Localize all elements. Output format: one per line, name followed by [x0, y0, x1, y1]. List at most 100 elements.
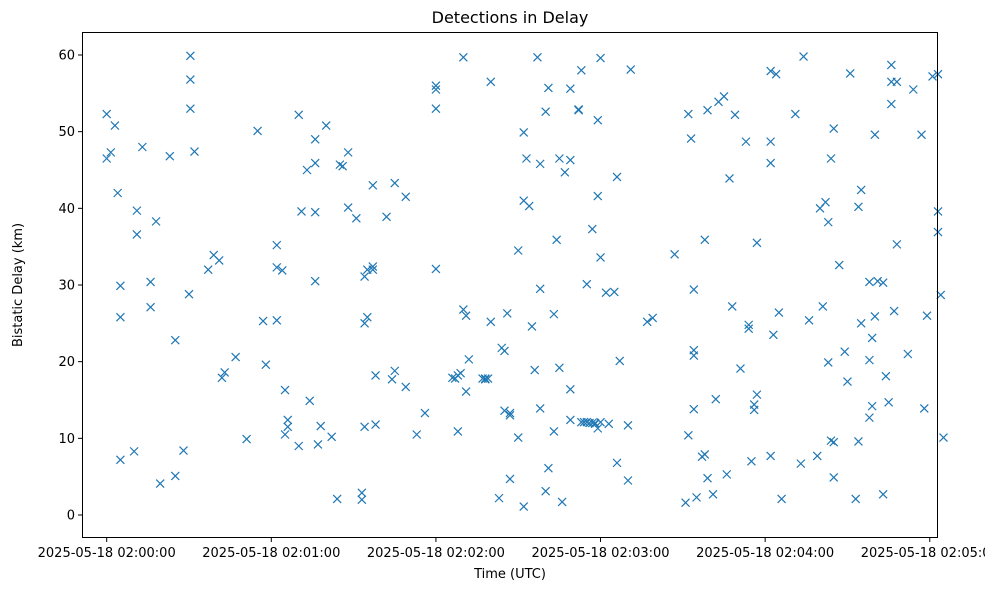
- data-point: [922, 311, 932, 321]
- data-point: [283, 415, 293, 425]
- data-point: [596, 53, 605, 63]
- data-point: [703, 105, 712, 115]
- data-point: [928, 72, 937, 81]
- data-point: [524, 201, 534, 211]
- data-point: [845, 68, 855, 78]
- data-point: [253, 126, 263, 136]
- data-point: [170, 335, 180, 345]
- x-tick-label: 2025-05-18 02:05:00: [861, 546, 985, 561]
- data-point: [596, 252, 605, 262]
- data-point: [486, 317, 496, 327]
- plot-frame: [82, 32, 938, 538]
- data-point: [727, 302, 737, 311]
- data-point: [689, 351, 699, 360]
- data-point: [505, 410, 515, 420]
- data-point: [864, 277, 874, 287]
- data-point: [711, 394, 721, 404]
- data-point: [179, 446, 188, 456]
- data-point: [736, 364, 745, 373]
- data-point: [533, 52, 542, 62]
- data-point: [700, 235, 710, 245]
- data-point: [272, 315, 282, 325]
- data-point: [519, 128, 529, 137]
- data-point: [360, 422, 370, 432]
- data-point: [560, 167, 570, 177]
- data-point: [214, 256, 224, 265]
- data-point: [648, 313, 658, 323]
- data-point: [165, 151, 175, 161]
- data-point: [623, 476, 633, 485]
- data-point: [790, 109, 800, 119]
- y-tick-label: 40: [58, 202, 75, 217]
- data-point: [115, 312, 125, 322]
- data-point: [106, 147, 116, 157]
- data-point: [242, 434, 252, 444]
- data-point: [102, 109, 112, 119]
- data-point: [689, 404, 699, 414]
- data-point: [892, 77, 902, 87]
- data-point: [719, 91, 729, 101]
- data-point: [115, 455, 125, 465]
- data-point: [453, 427, 463, 436]
- data-point: [549, 427, 559, 436]
- data-point: [360, 272, 370, 281]
- data-point: [217, 373, 227, 383]
- data-point: [302, 165, 312, 175]
- data-point: [892, 239, 902, 249]
- data-point: [500, 346, 509, 356]
- data-point: [231, 352, 241, 362]
- data-point: [823, 217, 833, 227]
- data-point: [310, 276, 320, 286]
- data-point: [390, 178, 400, 188]
- data-point: [390, 366, 400, 376]
- data-point: [626, 65, 636, 74]
- data-point: [190, 147, 199, 157]
- data-point: [132, 206, 142, 216]
- data-point: [884, 397, 894, 407]
- data-point: [483, 374, 493, 383]
- data-point: [321, 121, 331, 130]
- data-point: [371, 420, 380, 429]
- data-point: [615, 356, 625, 366]
- data-point: [771, 69, 781, 79]
- data-point: [146, 302, 156, 312]
- data-point: [744, 324, 754, 334]
- data-point: [155, 479, 165, 488]
- y-axis-label: Bistatic Delay (km): [11, 223, 26, 347]
- data-point: [431, 264, 441, 274]
- data-point: [593, 423, 603, 433]
- data-point: [486, 77, 496, 87]
- data-point: [132, 229, 142, 239]
- y-tick-label: 50: [58, 125, 75, 140]
- data-point: [535, 284, 545, 294]
- data-point: [431, 81, 441, 91]
- data-point: [146, 277, 156, 287]
- data-point: [368, 180, 378, 190]
- data-point: [854, 202, 863, 212]
- data-point: [461, 387, 471, 396]
- data-point: [878, 489, 888, 499]
- data-point: [582, 279, 592, 289]
- data-point: [552, 235, 562, 245]
- data-point: [357, 488, 367, 498]
- data-point: [184, 289, 194, 299]
- data-point: [368, 262, 378, 272]
- data-point: [464, 354, 474, 364]
- data-point: [752, 238, 762, 248]
- data-point: [683, 430, 693, 440]
- data-point: [700, 450, 710, 459]
- data-point: [505, 408, 515, 418]
- data-point: [115, 281, 125, 291]
- data-point: [747, 456, 756, 466]
- data-point: [543, 463, 553, 473]
- data-point: [749, 405, 759, 415]
- data-point: [908, 85, 918, 94]
- data-points: [102, 51, 948, 511]
- data-point: [867, 401, 877, 411]
- data-point: [601, 288, 611, 298]
- data-point: [864, 355, 874, 365]
- data-point: [277, 266, 287, 275]
- data-point: [766, 137, 776, 147]
- data-point: [327, 432, 337, 442]
- data-point: [258, 316, 268, 326]
